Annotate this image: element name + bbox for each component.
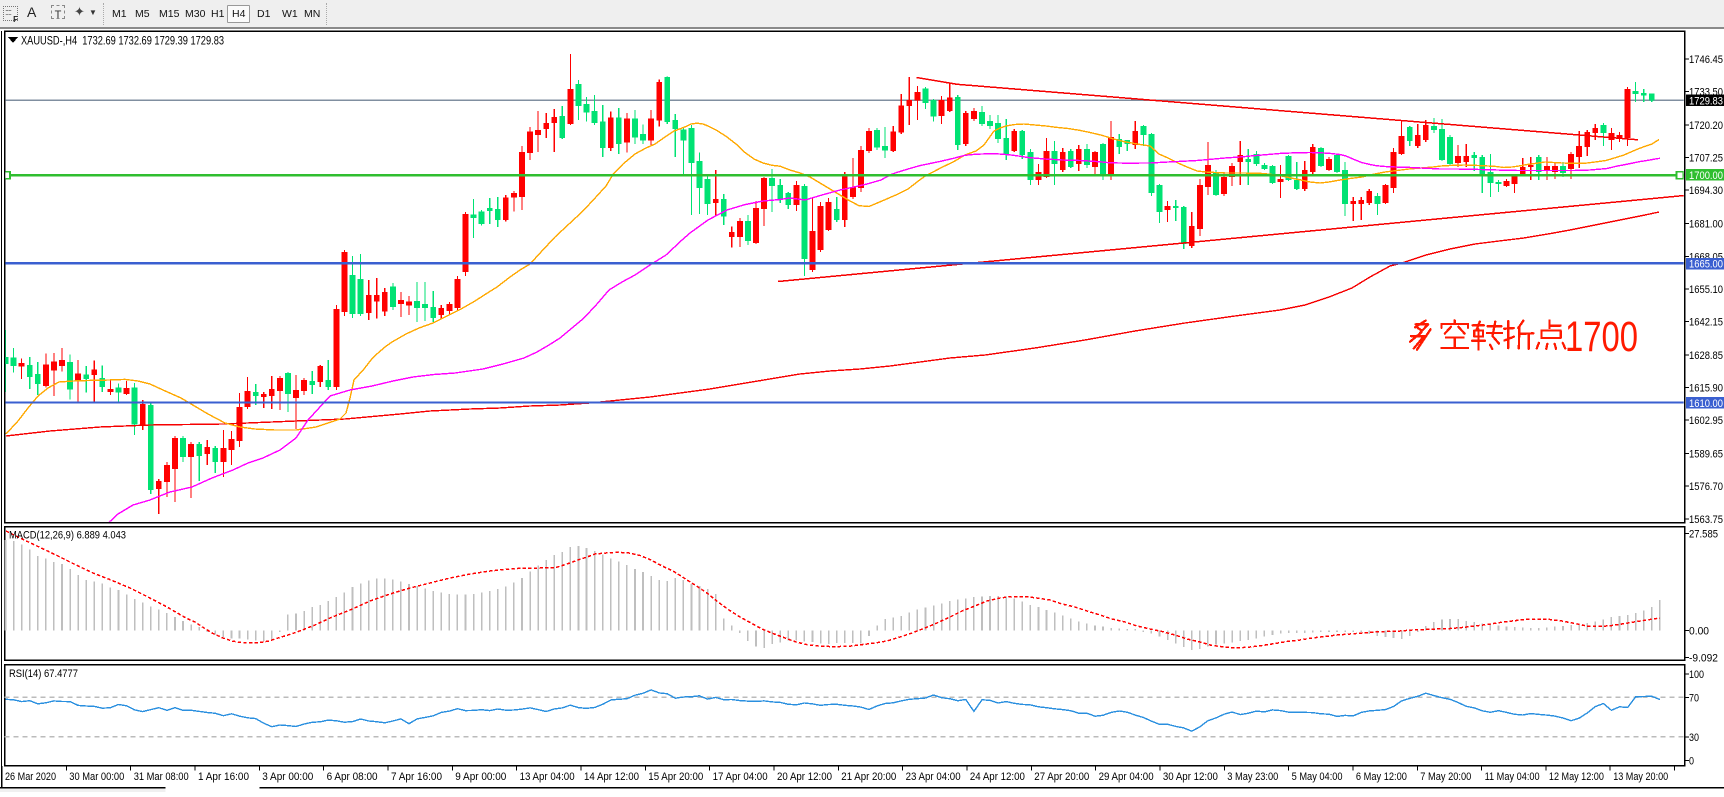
svg-text:1615.90: 1615.90 [1689, 383, 1723, 395]
svg-text:23 Apr 04:00: 23 Apr 04:00 [906, 771, 961, 783]
svg-text:9 Apr 00:00: 9 Apr 00:00 [455, 771, 506, 783]
svg-text:1628.85: 1628.85 [1689, 350, 1723, 362]
svg-text:XAUUSD-,H4 1732.69 1732.69 17: XAUUSD-,H4 1732.69 1732.69 1729.39 1729.… [21, 34, 224, 48]
svg-text:30 Mar 00:00: 30 Mar 00:00 [69, 771, 124, 783]
svg-text:0.00: 0.00 [1689, 626, 1709, 638]
svg-text:27 Apr 20:00: 27 Apr 20:00 [1034, 771, 1089, 783]
svg-text:13 Apr 04:00: 13 Apr 04:00 [520, 771, 575, 783]
svg-text:3 Apr 00:00: 3 Apr 00:00 [262, 771, 313, 783]
svg-text:27.585: 27.585 [1689, 529, 1718, 541]
svg-text:MACD(12,26,9) 6.889 4.043: MACD(12,26,9) 6.889 4.043 [9, 530, 126, 542]
svg-text:14 Apr 12:00: 14 Apr 12:00 [584, 771, 639, 783]
svg-text:1729.83: 1729.83 [1689, 95, 1723, 107]
svg-text:15 Apr 20:00: 15 Apr 20:00 [648, 771, 703, 783]
svg-text:1700: 1700 [1565, 313, 1638, 361]
svg-text:12 May 12:00: 12 May 12:00 [1549, 771, 1604, 783]
svg-text:1746.45: 1746.45 [1689, 54, 1723, 66]
svg-text:1 Apr 16:00: 1 Apr 16:00 [198, 771, 249, 783]
svg-text:1707.25: 1707.25 [1689, 153, 1723, 165]
svg-text:-9.092: -9.092 [1689, 653, 1718, 665]
svg-text:26 Mar 2020: 26 Mar 2020 [5, 771, 56, 783]
svg-text:24 Apr 12:00: 24 Apr 12:00 [970, 771, 1025, 783]
svg-text:100: 100 [1689, 669, 1704, 681]
svg-text:30: 30 [1689, 732, 1699, 744]
svg-text:7 May 20:00: 7 May 20:00 [1420, 771, 1471, 783]
svg-text:1563.75: 1563.75 [1689, 514, 1723, 526]
svg-text:1642.15: 1642.15 [1689, 317, 1723, 329]
svg-text:5 May 04:00: 5 May 04:00 [1292, 771, 1343, 783]
svg-text:17 Apr 04:00: 17 Apr 04:00 [713, 771, 768, 783]
svg-text:1610.00: 1610.00 [1689, 398, 1723, 410]
svg-text:13 May 20:00: 13 May 20:00 [1613, 771, 1668, 783]
svg-text:3 May 23:00: 3 May 23:00 [1227, 771, 1278, 783]
svg-text:0: 0 [1689, 756, 1694, 768]
svg-text:RSI(14) 67.4777: RSI(14) 67.4777 [9, 668, 78, 680]
svg-text:29 Apr 04:00: 29 Apr 04:00 [1099, 771, 1154, 783]
svg-text:1655.10: 1655.10 [1689, 284, 1723, 296]
svg-text:6 Apr 08:00: 6 Apr 08:00 [327, 771, 378, 783]
svg-text:1694.30: 1694.30 [1689, 185, 1723, 197]
svg-text:11 May 04:00: 11 May 04:00 [1485, 771, 1540, 783]
svg-text:1720.20: 1720.20 [1689, 120, 1723, 132]
svg-text:7 Apr 16:00: 7 Apr 16:00 [391, 771, 442, 783]
svg-text:70: 70 [1689, 693, 1699, 705]
svg-text:21 Apr 20:00: 21 Apr 20:00 [841, 771, 896, 783]
svg-text:30 Apr 12:00: 30 Apr 12:00 [1163, 771, 1218, 783]
svg-text:1576.70: 1576.70 [1689, 481, 1723, 493]
svg-text:1681.00: 1681.00 [1689, 219, 1723, 231]
svg-text:1665.00: 1665.00 [1689, 259, 1723, 271]
svg-text:1589.65: 1589.65 [1689, 449, 1723, 461]
svg-text:1602.95: 1602.95 [1689, 415, 1723, 427]
svg-text:6 May 12:00: 6 May 12:00 [1356, 771, 1407, 783]
svg-text:20 Apr 12:00: 20 Apr 12:00 [777, 771, 832, 783]
svg-text:1700.00: 1700.00 [1689, 170, 1723, 182]
svg-text:31 Mar 08:00: 31 Mar 08:00 [134, 771, 189, 783]
